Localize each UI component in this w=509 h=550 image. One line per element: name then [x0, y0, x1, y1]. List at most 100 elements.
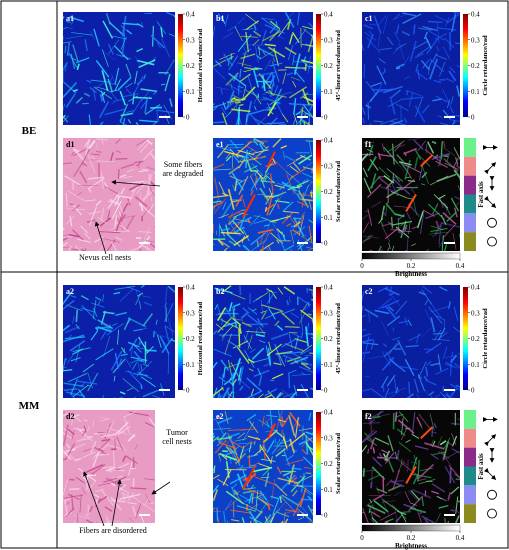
image-fiber [264, 24, 285, 34]
image-fiber [232, 220, 247, 225]
image-fiber [291, 396, 295, 398]
image-fiber [225, 445, 238, 455]
image-fiber [213, 205, 216, 211]
image-fiber [421, 515, 436, 523]
image-fiber [391, 14, 407, 21]
image-fiber [284, 12, 295, 28]
image-fiber [126, 492, 135, 504]
image-fiber [377, 87, 395, 93]
image-fiber [443, 319, 445, 333]
group-label: BE [22, 125, 37, 137]
image-fiber [266, 421, 270, 427]
image-fiber [428, 203, 445, 220]
image-fiber [161, 337, 174, 354]
image-fiber [126, 110, 134, 113]
image-fiber [436, 46, 440, 52]
image-fiber [102, 294, 105, 303]
image-fiber [450, 96, 454, 104]
image-fiber [220, 231, 241, 235]
image-fiber [295, 110, 302, 116]
image-fiber [260, 216, 277, 224]
image-fiber [114, 67, 120, 85]
image-fiber [390, 153, 405, 172]
image-fiber [454, 515, 460, 523]
image-texture [362, 410, 460, 523]
image-fiber [131, 505, 137, 517]
image-fiber [362, 235, 370, 244]
image-fiber [301, 333, 303, 339]
image-fiber [367, 208, 373, 226]
image-fiber [264, 59, 272, 71]
image-fiber [363, 235, 380, 239]
image-fiber [254, 521, 258, 523]
image-fiber [219, 392, 236, 398]
image-fiber [64, 175, 83, 187]
image-fiber [405, 439, 411, 443]
image-fiber [449, 383, 460, 391]
colorbar-label: Horizontal retardance/rad [197, 28, 204, 102]
image-fiber [63, 41, 72, 44]
image-fiber [269, 198, 279, 216]
image-fiber [264, 43, 276, 47]
image-fiber [387, 484, 403, 492]
image-fiber [275, 350, 293, 355]
image-fiber [417, 478, 427, 482]
image-fiber [391, 336, 401, 341]
image-fiber [107, 43, 114, 55]
image-fiber [140, 90, 150, 102]
colorbar-label: Scalar retardance/rad [335, 161, 342, 222]
image-fiber [242, 307, 250, 314]
image-fiber [93, 493, 100, 499]
image-fiber [213, 510, 222, 512]
image-fiber [270, 75, 275, 82]
image-fiber [87, 372, 93, 389]
panel-label: e2 [216, 412, 224, 421]
image-fiber [115, 138, 121, 145]
image-fiber [82, 102, 89, 105]
colorbar-tick-label: 0.4 [324, 284, 333, 292]
image-fiber [259, 174, 266, 188]
image-fiber [127, 370, 143, 387]
image-fiber [362, 468, 366, 477]
image-fiber [221, 202, 233, 219]
image-fiber [448, 301, 451, 309]
image-fiber [63, 388, 78, 392]
image-fiber [276, 325, 284, 331]
image-background [362, 285, 460, 398]
image-fiber [394, 300, 408, 315]
image-fiber [133, 328, 148, 332]
image-fiber [300, 344, 313, 354]
image-fiber [251, 308, 257, 312]
image-fiber [132, 362, 138, 371]
image-fiber [390, 89, 401, 99]
image-fiber [301, 88, 311, 106]
image-fiber [246, 377, 263, 392]
image-texture [63, 138, 155, 251]
image-fiber [392, 480, 404, 482]
image-fiber [113, 375, 116, 382]
image-fiber [164, 301, 167, 308]
image-fiber [275, 447, 286, 458]
image-fiber [448, 70, 457, 82]
image-fiber [132, 343, 142, 353]
fast-axis-swatch [464, 175, 476, 195]
fast-axis-swatch [464, 194, 476, 214]
image-fiber [453, 147, 460, 160]
annotation-arrow [151, 481, 171, 495]
image-fiber [417, 140, 426, 151]
image-fiber [116, 53, 132, 60]
image-fiber [111, 200, 122, 219]
image-fiber [138, 339, 142, 346]
image-fiber [448, 28, 454, 35]
image-fiber [239, 148, 254, 162]
image-fiber [386, 168, 404, 182]
image-fiber [364, 31, 377, 41]
panel-label: c2 [365, 287, 373, 296]
image-fiber [97, 319, 114, 330]
image-fiber [379, 118, 398, 125]
colorbar-tick-label: 0.1 [186, 361, 195, 369]
image-texture [63, 12, 175, 125]
image-fiber [71, 151, 75, 157]
image-fiber [72, 89, 78, 92]
image-fiber [142, 295, 152, 299]
